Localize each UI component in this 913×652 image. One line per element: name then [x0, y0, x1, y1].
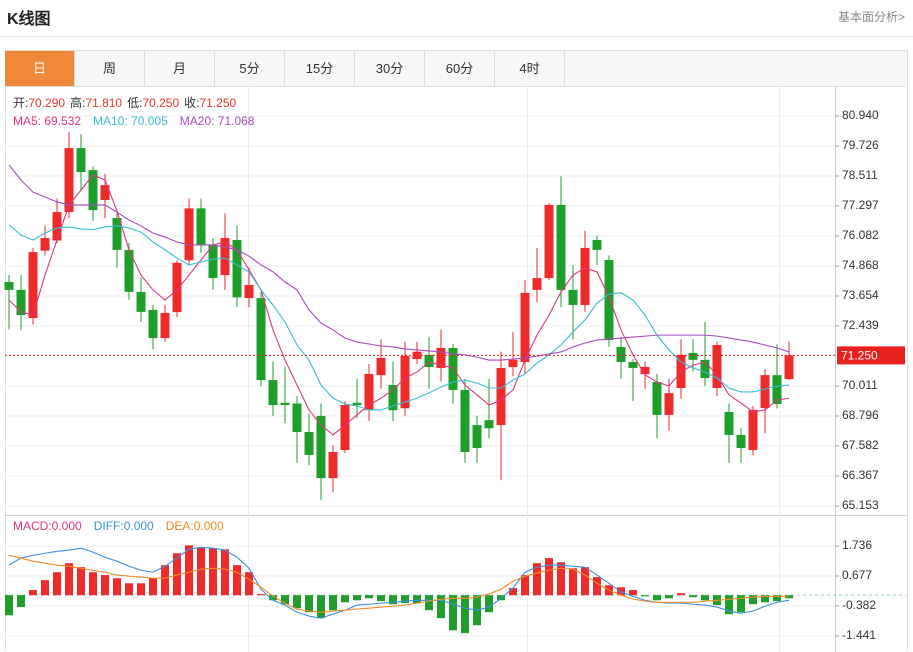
period-tab[interactable]: 30分: [355, 51, 425, 86]
period-tab[interactable]: 15分: [285, 51, 355, 86]
period-tab[interactable]: 周: [75, 51, 145, 86]
page-title: K线图: [7, 11, 51, 28]
header-bar: K线图 基本面分析>: [0, 0, 913, 37]
period-tabs: 日周月 5分 15分 30分 60分 4时: [5, 51, 906, 87]
period-tab[interactable]: 月: [145, 51, 215, 86]
period-tab[interactable]: 日: [5, 51, 75, 86]
chart-frame: [5, 50, 908, 651]
period-tab[interactable]: 4时: [495, 51, 565, 86]
fundamental-link[interactable]: 基本面分析>: [837, 10, 905, 24]
period-tab[interactable]: 5分: [215, 51, 285, 86]
period-tab[interactable]: 60分: [425, 51, 495, 86]
